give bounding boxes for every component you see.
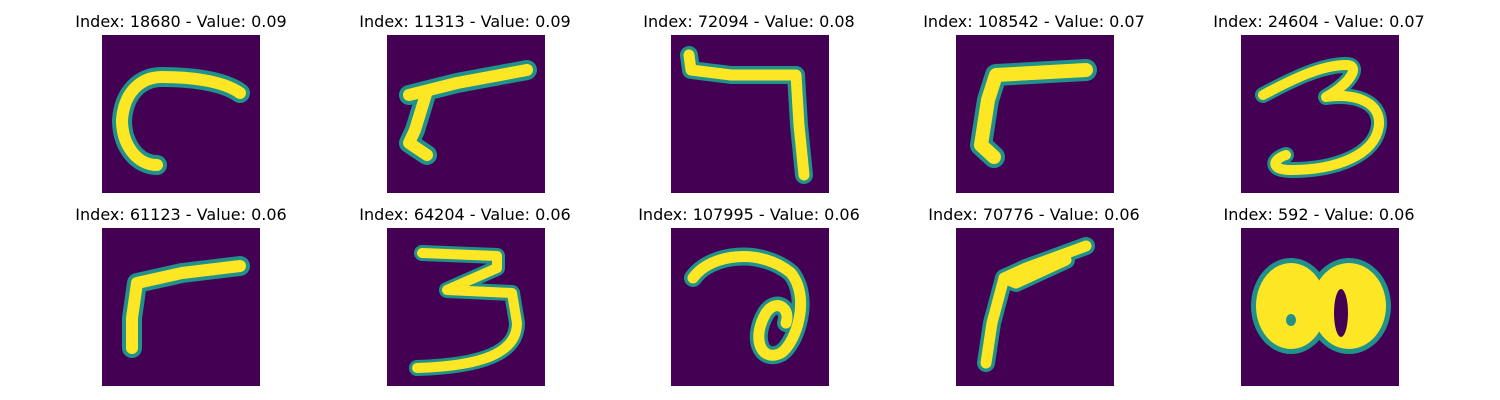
panel-title: Index: 24604 - Value: 0.07 [1213, 12, 1425, 31]
panel-title: Index: 18680 - Value: 0.09 [75, 12, 287, 31]
digit-image-angled-seven [387, 35, 545, 193]
digit-image-angled-seven [102, 228, 260, 386]
panel-title: Index: 107995 - Value: 0.06 [638, 205, 860, 224]
digit-image-angled-seven [956, 228, 1114, 386]
panel-title: Index: 72094 - Value: 0.08 [643, 12, 855, 31]
panel-title: Index: 108542 - Value: 0.07 [923, 12, 1145, 31]
digit-image-three [387, 228, 545, 386]
panel-title: Index: 592 - Value: 0.06 [1223, 205, 1415, 224]
panel-title: Index: 70776 - Value: 0.06 [928, 205, 1140, 224]
digit-image-angled-seven [956, 35, 1114, 193]
digit-image-three [1241, 35, 1399, 193]
digit-image-curved-hook [102, 35, 260, 193]
panel-title: Index: 61123 - Value: 0.06 [75, 205, 287, 224]
panel-title: Index: 11313 - Value: 0.09 [359, 12, 571, 31]
digit-image-blob-eight [1241, 228, 1399, 386]
panel-title: Index: 64204 - Value: 0.06 [359, 205, 571, 224]
digit-image-loop [671, 228, 829, 386]
digit-image-seven [671, 35, 829, 193]
